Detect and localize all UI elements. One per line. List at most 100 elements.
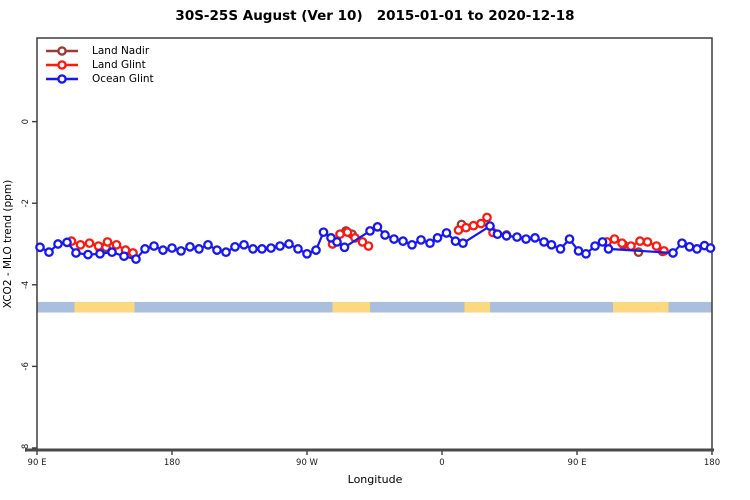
ocean-glint-marker-icon bbox=[46, 74, 78, 84]
data-point bbox=[339, 242, 350, 253]
data-point bbox=[71, 248, 81, 258]
data-point bbox=[635, 236, 645, 246]
data-point bbox=[62, 237, 72, 248]
data-point bbox=[476, 218, 486, 229]
legend-label-land-nadir: Land Nadir bbox=[92, 45, 150, 57]
data-point bbox=[651, 241, 662, 251]
data-point bbox=[365, 226, 375, 236]
x-tick-label: 90 W bbox=[296, 458, 319, 468]
data-point bbox=[512, 232, 522, 242]
data-point bbox=[482, 212, 492, 223]
data-point bbox=[158, 245, 168, 255]
x-tick-label: 90 E bbox=[28, 458, 47, 468]
data-point bbox=[95, 248, 105, 259]
data-point bbox=[453, 225, 464, 235]
data-point bbox=[107, 247, 117, 258]
y-tick-label: -6 bbox=[21, 362, 31, 370]
data-point bbox=[546, 239, 557, 250]
legend: Land Nadir Land Glint Ocean Glint bbox=[45, 44, 154, 86]
x-tick-label: 180 bbox=[704, 458, 720, 468]
legend-label-land-glint: Land Glint bbox=[92, 59, 146, 71]
data-point bbox=[131, 254, 141, 264]
data-point bbox=[521, 234, 531, 244]
data-point bbox=[83, 249, 93, 260]
data-point bbox=[432, 233, 443, 243]
series-ocean-glint bbox=[35, 221, 716, 264]
data-point bbox=[335, 229, 345, 240]
data-point bbox=[248, 244, 258, 254]
data-point bbox=[461, 222, 471, 233]
data-point bbox=[468, 220, 479, 231]
data-point bbox=[111, 239, 122, 250]
data-point bbox=[492, 229, 503, 240]
data-point bbox=[642, 237, 653, 247]
data-point bbox=[185, 242, 195, 252]
surface-band-ocean-segment bbox=[668, 301, 712, 313]
data-point bbox=[573, 246, 584, 256]
data-point bbox=[581, 248, 591, 259]
legend-item-land-glint: Land Glint bbox=[45, 58, 154, 72]
data-point bbox=[194, 244, 204, 254]
data-point bbox=[293, 244, 303, 254]
data-point bbox=[35, 242, 45, 253]
data-point bbox=[450, 236, 461, 246]
surface-band-land-segment bbox=[464, 301, 490, 313]
y-axis-label: XCO2 - MLO trend (ppm) bbox=[2, 179, 14, 309]
data-point bbox=[149, 241, 159, 251]
data-point bbox=[677, 238, 687, 249]
data-point bbox=[380, 230, 390, 240]
y-tick-label: -8 bbox=[21, 444, 31, 452]
data-point bbox=[318, 227, 329, 238]
data-point bbox=[102, 237, 113, 247]
x-tick-label: 90 E bbox=[568, 458, 587, 468]
chart-title: 30S-25S August (Ver 10) 2015-01-01 to 20… bbox=[175, 8, 575, 24]
data-point bbox=[284, 239, 294, 249]
legend-item-ocean-glint: Ocean Glint bbox=[45, 72, 154, 86]
data-point bbox=[372, 222, 383, 232]
surface-band-ocean-segment bbox=[490, 301, 613, 313]
data-point bbox=[539, 237, 549, 247]
data-point bbox=[44, 247, 54, 258]
data-point bbox=[501, 230, 512, 241]
data-point bbox=[407, 239, 417, 250]
y-tick-label: 0 bbox=[21, 119, 31, 124]
data-point bbox=[590, 241, 600, 251]
data-point bbox=[617, 238, 627, 249]
data-point bbox=[564, 234, 575, 244]
data-point bbox=[342, 227, 353, 238]
data-point bbox=[53, 239, 63, 249]
data-point bbox=[212, 245, 222, 255]
data-point bbox=[221, 247, 231, 258]
data-point bbox=[555, 244, 566, 254]
data-point bbox=[84, 238, 95, 249]
surface-band-ocean-segment bbox=[134, 301, 333, 313]
surface-band-land-segment bbox=[332, 301, 370, 313]
data-point bbox=[389, 234, 399, 244]
surface-band-land-segment bbox=[613, 301, 669, 313]
surface-band-land-segment bbox=[74, 301, 135, 313]
data-point bbox=[458, 238, 468, 249]
data-point bbox=[332, 237, 342, 247]
x-tick-label: 180 bbox=[164, 458, 180, 468]
data-point bbox=[93, 241, 104, 251]
data-point bbox=[684, 242, 695, 252]
legend-label-ocean-glint: Ocean Glint bbox=[92, 73, 154, 85]
surface-band-ocean-segment bbox=[37, 301, 75, 313]
data-point bbox=[176, 246, 186, 256]
land-nadir-marker-icon bbox=[46, 46, 78, 56]
data-point bbox=[257, 244, 267, 254]
data-point bbox=[119, 251, 129, 262]
data-point bbox=[203, 239, 213, 250]
data-point bbox=[692, 244, 702, 254]
data-point bbox=[485, 221, 495, 231]
data-point bbox=[311, 245, 321, 255]
data-point bbox=[609, 234, 620, 244]
data-point bbox=[302, 248, 312, 259]
data-point bbox=[425, 238, 435, 249]
data-point bbox=[266, 243, 276, 253]
data-point bbox=[363, 241, 374, 251]
y-tick-label: -2 bbox=[21, 199, 31, 207]
data-point bbox=[668, 248, 678, 258]
